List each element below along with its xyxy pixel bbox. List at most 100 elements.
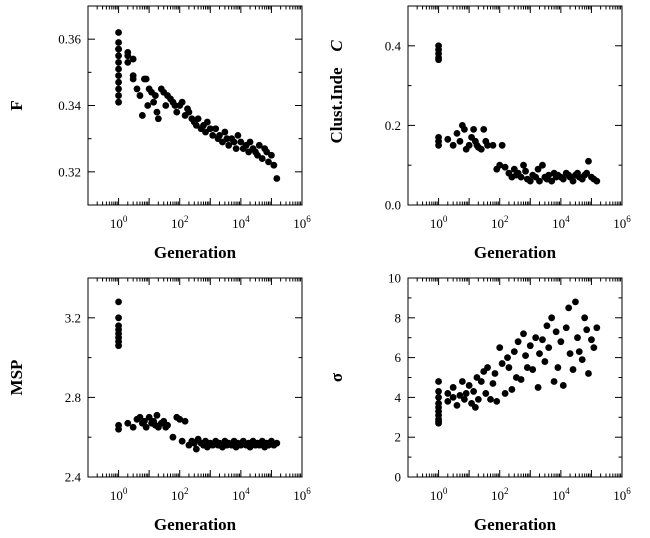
data-point xyxy=(583,326,591,334)
data-point xyxy=(465,141,473,149)
data-point xyxy=(449,394,457,401)
data-point xyxy=(510,348,518,356)
data-point xyxy=(171,102,179,109)
data-point xyxy=(265,158,272,166)
data-point xyxy=(258,155,266,162)
data-point xyxy=(185,108,193,116)
data-point xyxy=(444,397,452,405)
data-point xyxy=(501,163,509,171)
data-point xyxy=(133,85,141,93)
data-point xyxy=(526,342,534,350)
data-point xyxy=(449,141,457,149)
data-point xyxy=(484,141,491,149)
data-point xyxy=(458,378,466,385)
data-point xyxy=(496,161,504,169)
y-tick-label: 6 xyxy=(395,350,402,365)
data-point xyxy=(246,443,254,451)
y-tick-label: 8 xyxy=(395,310,402,325)
data-point xyxy=(554,364,562,371)
data-point xyxy=(552,328,560,336)
data-point xyxy=(178,437,186,445)
data-point xyxy=(453,129,461,137)
data-point xyxy=(115,92,122,99)
data-point xyxy=(273,175,281,182)
data-point xyxy=(115,39,122,46)
data-point xyxy=(194,115,202,123)
data-point xyxy=(559,175,567,183)
data-point xyxy=(569,366,577,373)
data-point xyxy=(246,138,254,146)
data-point xyxy=(212,125,220,133)
data-point xyxy=(115,72,122,80)
data-point xyxy=(192,445,200,453)
data-point xyxy=(583,169,591,177)
data-point xyxy=(456,137,464,145)
data-point xyxy=(520,330,527,338)
data-point xyxy=(154,115,162,123)
x-tick-label: 104 xyxy=(552,214,570,231)
panel-top-right: 100 102 104 106 0.0 0.2 0.4 Generation Clust.Ind… xyxy=(327,5,631,262)
panel-top-left: 100 102 104 106 0.32 0.34 0.36 Generation F xyxy=(7,5,311,262)
data-point xyxy=(559,382,567,389)
data-point xyxy=(203,118,211,126)
y-tick-label: 2.4 xyxy=(65,470,82,485)
data-point xyxy=(435,378,442,385)
data-point xyxy=(534,165,542,173)
data-point xyxy=(593,324,601,332)
data-point xyxy=(496,344,504,352)
data-point xyxy=(435,419,442,427)
data-point xyxy=(539,336,546,344)
data-point xyxy=(529,366,537,373)
data-point xyxy=(169,433,177,441)
data-point xyxy=(115,314,122,322)
data-point xyxy=(263,148,271,156)
y-axis-title: σ xyxy=(327,372,346,382)
data-point xyxy=(498,141,506,149)
x-tick-label: 104 xyxy=(232,486,250,503)
data-point xyxy=(569,177,577,185)
data-point xyxy=(489,380,497,387)
x-tick-label: 102 xyxy=(491,214,509,231)
data-point xyxy=(435,56,442,64)
data-point xyxy=(151,92,159,99)
data-point xyxy=(572,298,579,306)
data-point xyxy=(115,52,122,60)
data-point xyxy=(435,133,442,141)
y-tick-label: 3.2 xyxy=(65,310,81,325)
data-point xyxy=(136,92,144,99)
data-point xyxy=(565,304,573,312)
data-point xyxy=(461,395,468,403)
data-point xyxy=(585,157,592,165)
data-point xyxy=(550,378,558,385)
data-point xyxy=(144,102,152,109)
data-point xyxy=(501,390,509,397)
data-point xyxy=(504,354,511,361)
data-point xyxy=(498,360,506,367)
x-tick-label: 104 xyxy=(552,486,570,503)
data-point xyxy=(221,128,229,136)
data-point xyxy=(192,122,200,129)
y-tick-label: 0.0 xyxy=(385,198,401,213)
data-point xyxy=(539,161,546,169)
data-point xyxy=(514,338,522,346)
data-point xyxy=(548,177,556,185)
data-point xyxy=(124,52,132,60)
data-point xyxy=(517,173,525,181)
data-point xyxy=(115,425,122,433)
x-axis-title: Generation xyxy=(474,515,557,534)
data-point xyxy=(270,161,278,169)
series xyxy=(435,42,601,185)
x-tick-label: 102 xyxy=(171,486,189,503)
data-point xyxy=(444,135,452,143)
data-point xyxy=(115,78,122,86)
plot-frame xyxy=(87,277,303,478)
data-point xyxy=(181,417,189,425)
x-tick-label: 104 xyxy=(232,214,250,231)
series xyxy=(115,29,281,182)
data-point xyxy=(173,108,181,116)
data-point xyxy=(465,382,473,389)
data-point xyxy=(162,102,170,109)
data-point xyxy=(505,364,513,371)
series xyxy=(115,298,281,453)
x-axis-title: Generation xyxy=(474,243,557,262)
